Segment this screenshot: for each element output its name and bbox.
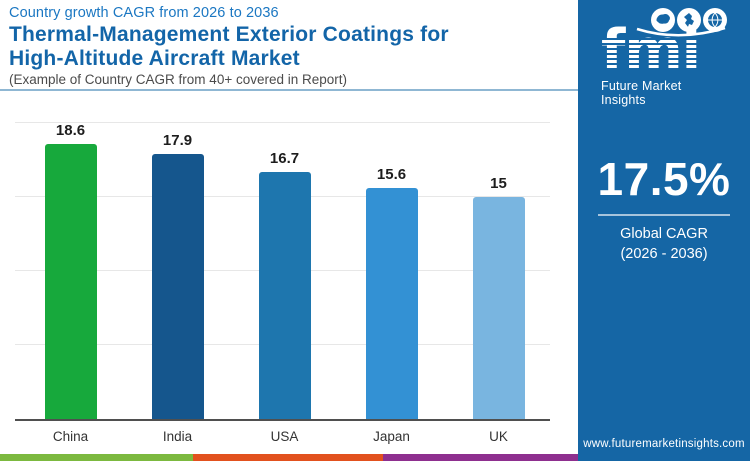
global-cagr-period: (2026 - 2036): [620, 245, 708, 262]
header-divider: [0, 89, 578, 91]
plot-area: 18.6 17.9 16.7 15.6 15: [15, 121, 550, 421]
page-title: Thermal-Management Exterior Coatings for…: [9, 23, 568, 70]
logo-wordmark: fmi: [601, 23, 727, 79]
bar-usa: [258, 171, 311, 419]
bar-value-label: 15: [490, 175, 507, 192]
page-title-line2: High-Altitude Aircraft Market: [9, 46, 300, 70]
bar-japan: [365, 188, 418, 419]
bar-india: [151, 154, 204, 419]
gridline: [15, 122, 550, 123]
global-cagr-label: Global CAGR: [620, 226, 708, 242]
x-axis-label: UK: [489, 429, 508, 444]
header: Country growth CAGR from 2026 to 2036 Th…: [0, 0, 578, 87]
website-link[interactable]: www.futuremarketinsights.com: [583, 438, 745, 450]
logo-stripe-overlay: [601, 35, 727, 75]
footer-stripe-segment: [383, 454, 578, 461]
x-axis-label: Japan: [373, 429, 410, 444]
bar-value-label: 18.6: [55, 121, 86, 139]
bar-uk: [472, 197, 525, 419]
bar-value-label: 15.6: [376, 166, 407, 184]
footer-stripe-segment: [0, 454, 193, 461]
footer-stripe-segment: [193, 454, 383, 461]
bar-value-label: 16.7: [269, 149, 300, 167]
page-title-line1: Thermal-Management Exterior Coatings for: [9, 23, 449, 46]
global-cagr-value: 17.5%: [597, 153, 731, 205]
fmi-logo: fmi Future Market Insights: [601, 8, 727, 107]
chart-subtitle: (Example of Country CAGR from 40+ covere…: [9, 72, 348, 88]
x-axis-labels: China India USA Japan UK: [15, 429, 550, 449]
footer-stripe: [0, 454, 578, 461]
x-axis-label: India: [162, 429, 193, 444]
bar-value-label: 17.9: [162, 132, 193, 150]
chart-panel: Country growth CAGR from 2026 to 2036 Th…: [0, 0, 578, 461]
x-axis-label: China: [52, 429, 89, 444]
bar-china: [44, 143, 97, 419]
asia-map-icon: [677, 8, 701, 32]
logo-tagline: Future Market Insights: [601, 79, 682, 107]
x-axis-label: USA: [270, 429, 299, 444]
americas-map-icon: [651, 8, 675, 32]
chart-eyebrow: Country growth CAGR from 2026 to 2036: [9, 5, 279, 21]
global-cagr-stat: 17.5% Global CAGR (2026 - 2036): [578, 152, 750, 264]
brand-sidebar: fmi Future Market Insights 17.5% Global …: [578, 0, 750, 461]
stat-divider: [598, 214, 730, 216]
